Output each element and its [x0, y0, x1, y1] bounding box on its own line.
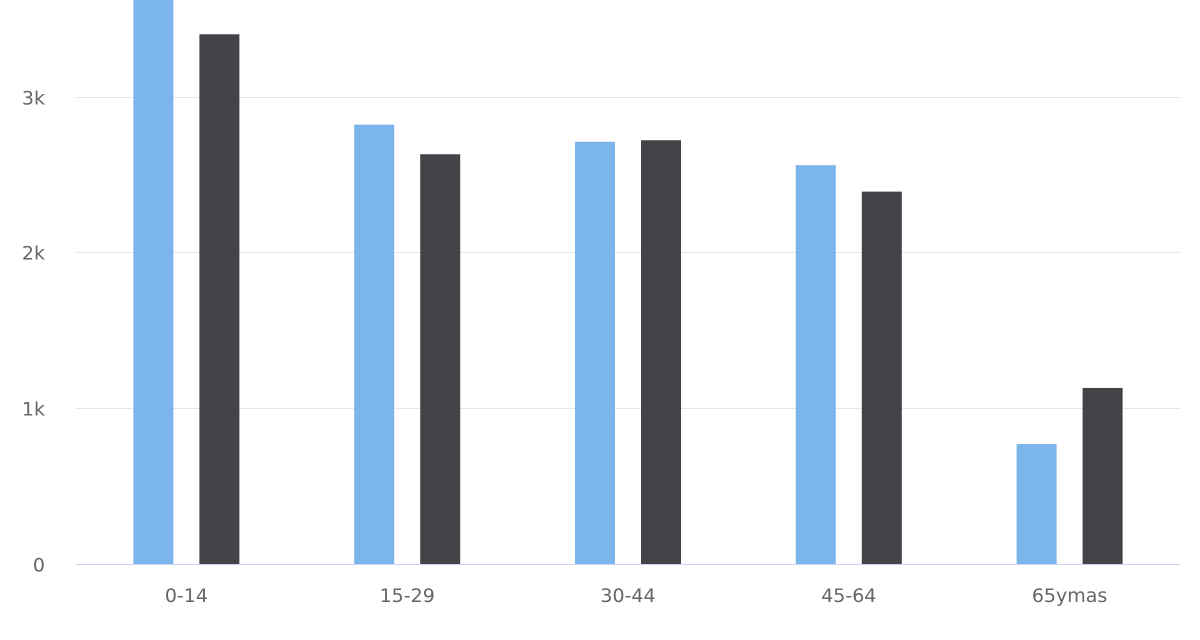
x-tick-label: 15-29 [380, 585, 435, 607]
bar-series-2-65ymas[interactable] [1082, 387, 1123, 564]
bar-series-2-45-64[interactable] [861, 191, 902, 564]
bar-series-1-15-29[interactable] [354, 124, 395, 565]
bar-series-1-45-64[interactable] [795, 165, 836, 564]
bar-series-1-30-44[interactable] [575, 141, 615, 565]
y-tick-label: 3k [22, 88, 45, 110]
y-tick-label: 2k [22, 243, 45, 265]
bar-series-1-0-14[interactable] [133, 0, 174, 564]
x-tick-label: 0-14 [165, 585, 208, 607]
bar-series-2-30-44[interactable] [641, 140, 681, 564]
bar-series-2-15-29[interactable] [420, 154, 461, 564]
bar-series-1-65ymas[interactable] [1016, 444, 1057, 564]
x-tick-label: 45-64 [821, 585, 876, 607]
bar-series-2-0-14[interactable] [199, 34, 240, 564]
y-tick-label: 0 [33, 555, 45, 577]
x-tick-label: 30-44 [600, 585, 655, 607]
x-tick-label: 65ymas [1032, 585, 1107, 607]
y-tick-label: 1k [22, 399, 45, 421]
